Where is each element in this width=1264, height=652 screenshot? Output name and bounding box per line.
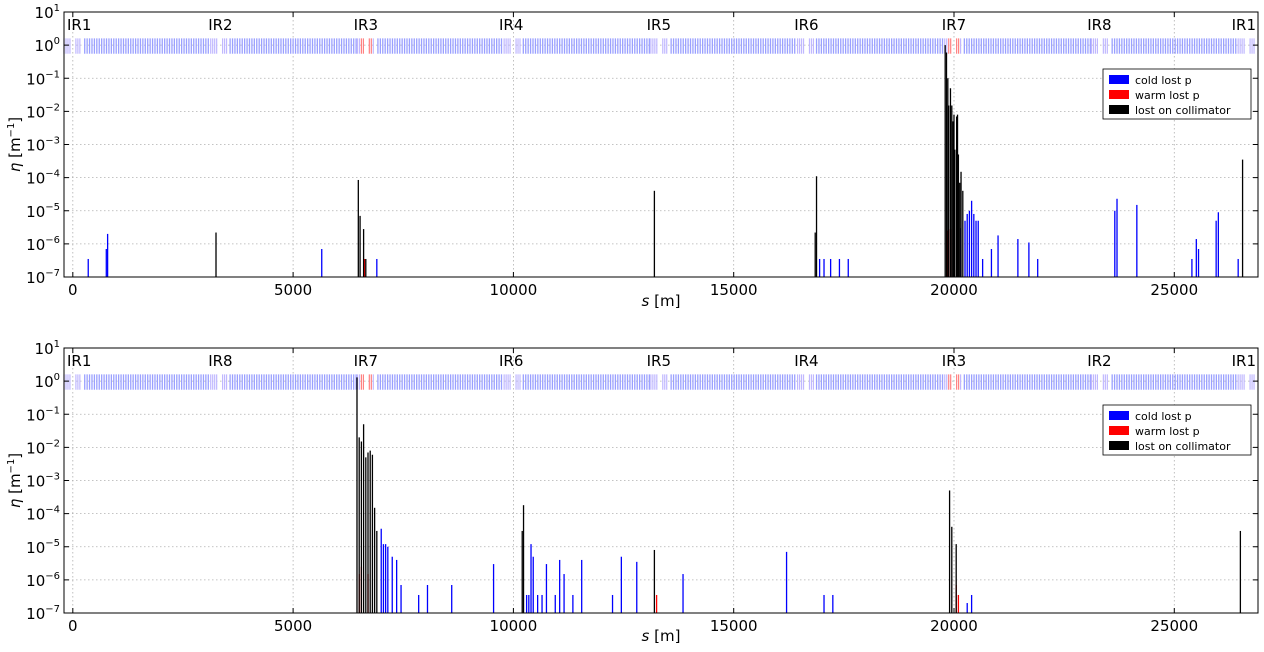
ir-label: IR3 [354,16,378,34]
ir-label: IR1 [1232,352,1256,370]
x-tick-label: 15000 [710,617,758,635]
x-axis-title: s [m] [642,627,681,645]
legend-swatch [1109,75,1129,84]
x-tick-label: 20000 [930,617,978,635]
y-tick-label: 10−1 [26,405,60,424]
series-cold-lost-p [380,528,973,613]
y-tick-label: 10−1 [26,69,60,88]
ir-label: IR1 [67,16,91,34]
legend-swatch [1109,441,1129,450]
legend-swatch [1109,426,1129,435]
ir-label: IR5 [647,16,671,34]
y-tick-label: 10−3 [26,136,60,155]
x-tick-label: 0 [68,281,78,299]
ir-label: IR4 [499,16,523,34]
x-tick-label: 10000 [490,617,538,635]
ir-label: IR4 [794,352,818,370]
y-tick-label: 101 [35,339,60,358]
x-axis-title: s [m] [642,292,681,310]
magnet-lattice-band [63,374,1255,390]
y-tick-label: 10−5 [26,538,60,557]
y-tick-label: 10−2 [26,102,60,121]
y-tick-label: 10−7 [26,604,60,623]
y-tick-label: 10−6 [26,571,60,590]
loss-map-panel-2: 0 5000 10000 15000 20000 25000 10−7 10−6 10−5 10−… [6,339,1259,645]
y-axis-title: η [m−1] [6,117,24,172]
series-cold-lost-p [87,198,1239,277]
x-tick-label: 25000 [1150,281,1198,299]
series-lost-on-collimator [215,45,1244,277]
ir-label: IR8 [1087,16,1111,34]
ir-label: IR8 [208,352,232,370]
y-tick-label: 10−5 [26,202,60,221]
y-tick-label: 10−4 [26,169,60,188]
y-tick-label: 10−2 [26,438,60,457]
legend-label: warm lost p [1135,89,1200,102]
legend: cold lost p warm lost p lost on collimator [1102,404,1252,456]
x-tick-label: 0 [68,617,78,635]
legend-swatch [1109,105,1129,114]
y-tick-label: 10−7 [26,268,60,287]
y-tick-label: 100 [35,36,60,55]
legend-label: warm lost p [1135,425,1200,438]
y-tick-label: 101 [35,3,60,22]
x-tick-label: 20000 [930,281,978,299]
x-tick-label: 5000 [274,281,312,299]
legend-swatch [1109,90,1129,99]
x-tick-label: 5000 [274,617,312,635]
legend-label: lost on collimator [1135,104,1231,117]
ir-label: IR2 [1087,352,1111,370]
y-axis-title: η [m−1] [6,453,24,508]
legend-label: lost on collimator [1135,440,1231,453]
legend-label: cold lost p [1135,74,1192,87]
ir-label: IR1 [67,352,91,370]
x-tick-label: 25000 [1150,617,1198,635]
ir-label: IR3 [942,352,966,370]
ir-label: IR6 [794,16,818,34]
x-tick-label: 10000 [490,281,538,299]
ir-label: IR7 [942,16,966,34]
legend-swatch [1109,411,1129,420]
loss-map-panel-1: 0 5000 10000 15000 20000 25000 10−7 10−6 10−5 10−… [6,3,1259,310]
x-tick-label: 15000 [710,281,758,299]
y-tick-label: 10−6 [26,235,60,254]
ir-label: IR7 [354,352,378,370]
legend: cold lost p warm lost p lost on collimator [1102,68,1252,120]
ir-label: IR5 [647,352,671,370]
ir-label: IR1 [1232,16,1256,34]
series-lost-on-collimator [356,377,1242,613]
y-tick-label: 10−4 [26,505,60,524]
ir-label: IR6 [499,352,523,370]
y-tick-label: 100 [35,372,60,391]
ir-label: IR2 [208,16,232,34]
magnet-lattice-band [63,38,1255,54]
legend-label: cold lost p [1135,410,1192,423]
y-tick-label: 10−3 [26,472,60,491]
